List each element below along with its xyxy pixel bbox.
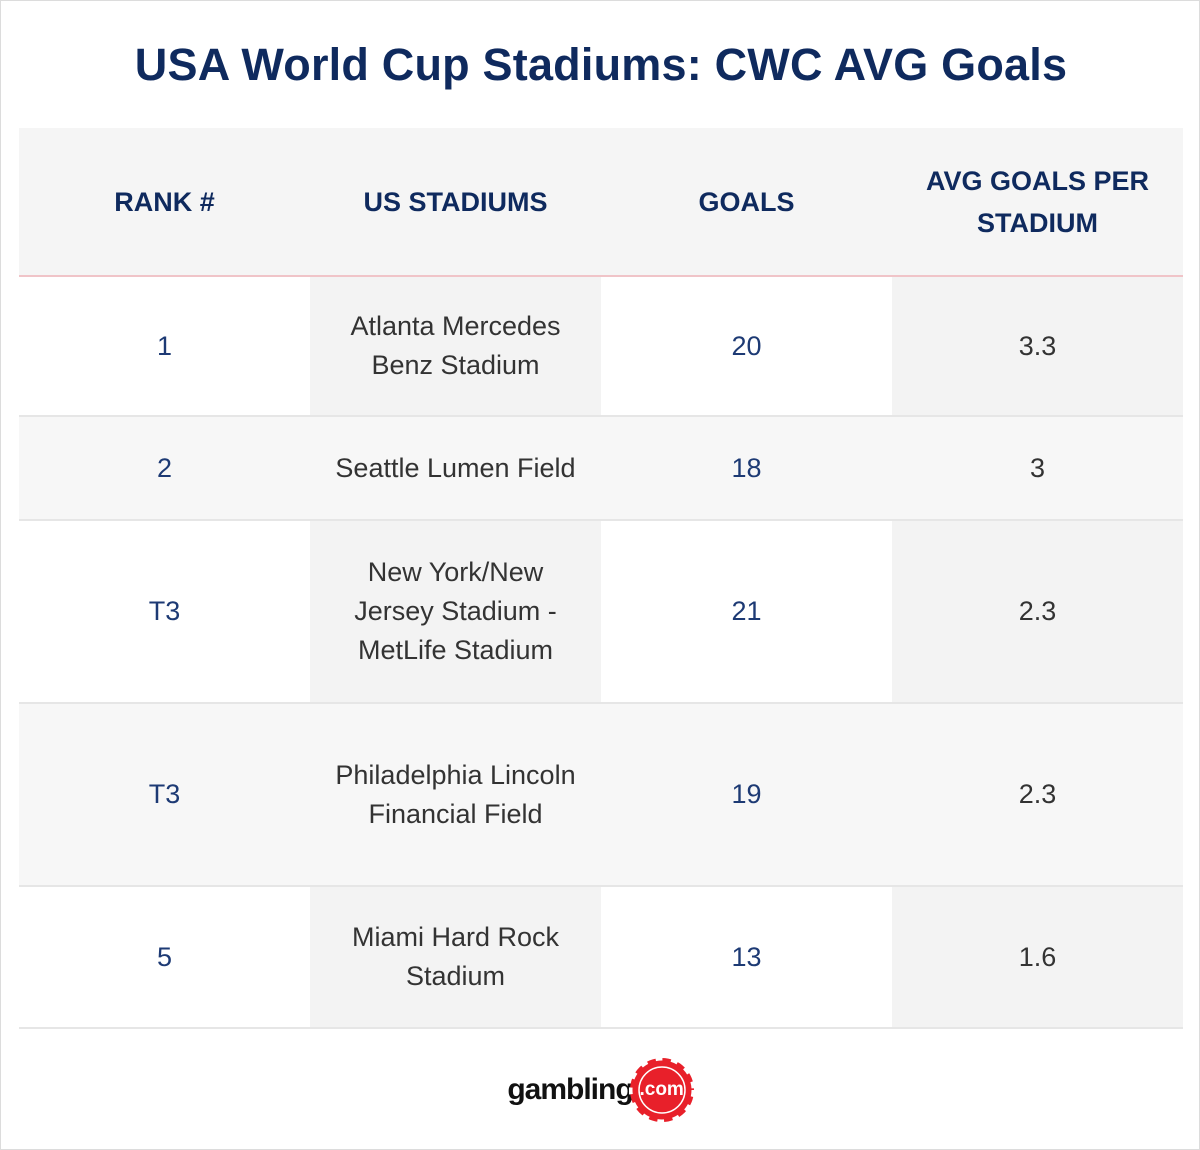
table-cell: 2 (156, 452, 173, 483)
table-cell: 21 (731, 596, 762, 626)
column-header: AVG GOALS PER STADIUM (925, 165, 1150, 238)
table-row: T3 Philadelphia Lincoln Financial Field 19… (19, 703, 1183, 886)
table-cell: T3 (148, 596, 181, 626)
table-cell: 5 (156, 941, 173, 972)
table-cell: 13 (731, 941, 762, 972)
table-cell: 1.6 (892, 886, 1183, 1028)
table-body: 1 Atlanta Mercedes Benz Stadium 20 3.3 2 Seat… (19, 276, 1183, 1028)
table-cell: Seattle Lumen Field (335, 452, 576, 483)
table-cell: 3.3 (892, 276, 1183, 416)
table-cell: Miami Hard Rock Stadium (310, 886, 601, 1028)
logo-chip: .com (628, 1057, 695, 1123)
column-header: US STADIUMS (363, 186, 548, 217)
table-row: 5 Miami Hard Rock Stadium 13 1.6 (19, 886, 1183, 1028)
table-cell: 1 (156, 330, 173, 361)
column-header: GOALS (698, 186, 795, 217)
table-cell: T3 (148, 779, 181, 809)
column-header: RANK # (114, 186, 215, 217)
table-cell: 19 (731, 779, 762, 809)
table-cell: 3 (1029, 452, 1046, 483)
table-row: 2 Seattle Lumen Field 18 3 (19, 416, 1183, 520)
stadium-table: RANK # US STADIUMS GOALS AVG GOALS PER STAD… (19, 128, 1183, 1029)
table-row: T3 New York/New Jersey Stadium - MetLife … (19, 520, 1183, 703)
header-row: RANK # US STADIUMS GOALS AVG GOALS PER STAD… (19, 128, 1183, 276)
table-cell: 20 (731, 330, 762, 361)
table-cell: 2.3 (1018, 779, 1057, 809)
logo: gambling .com (1, 1057, 1200, 1123)
table-cell: New York/New Jersey Stadium - MetLife St… (310, 520, 601, 703)
table-cell: 2.3 (892, 520, 1183, 703)
table-row: 1 Atlanta Mercedes Benz Stadium 20 3.3 (19, 276, 1183, 416)
table-head: RANK # US STADIUMS GOALS AVG GOALS PER STAD… (19, 128, 1183, 276)
logo-suffix: .com (639, 1079, 684, 1100)
table-cell: Philadelphia Lincoln Financial Field (335, 759, 576, 829)
chip-icon (628, 1057, 695, 1123)
logo-text: gambling (507, 1073, 633, 1106)
title: USA World Cup Stadiums: CWC AVG Goals (134, 39, 1068, 90)
table-cell: Atlanta Mercedes Benz Stadium (310, 276, 601, 416)
table-cell: 18 (731, 452, 762, 483)
